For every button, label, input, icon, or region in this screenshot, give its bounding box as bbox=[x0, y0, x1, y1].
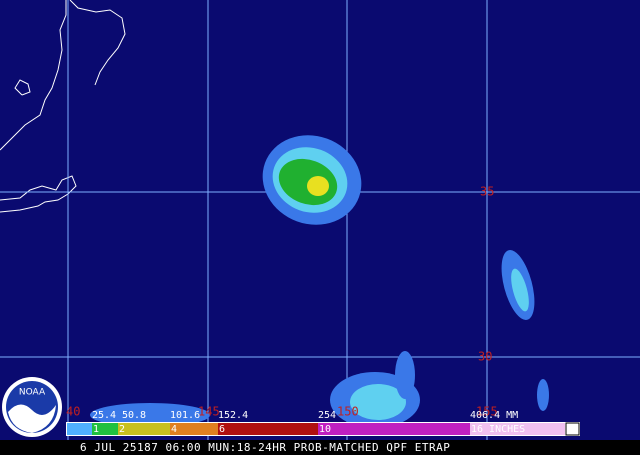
colorbar-inch-label: 6 bbox=[219, 424, 225, 435]
color-swatch bbox=[565, 422, 580, 436]
color-swatch bbox=[67, 423, 92, 435]
precip-area bbox=[307, 176, 329, 196]
precip-area bbox=[395, 351, 415, 399]
latitude-label: 35 bbox=[480, 185, 494, 199]
colorbar-mm-label: 254 bbox=[318, 410, 336, 421]
colorbar bbox=[66, 422, 580, 436]
color-swatch bbox=[92, 423, 118, 435]
colorbar-mm-label: 406.4 MM bbox=[470, 410, 518, 421]
noaa-logo: NOAA bbox=[2, 377, 62, 437]
longitude-label: 40 bbox=[66, 405, 80, 419]
colorbar-inch-label: 10 bbox=[319, 424, 331, 435]
longitude-label: 145 bbox=[198, 405, 220, 419]
color-swatch bbox=[118, 423, 170, 435]
colorbar-inch-label: 2 bbox=[119, 424, 125, 435]
coastline bbox=[0, 0, 126, 213]
longitude-label: 155 bbox=[476, 405, 498, 419]
color-swatch bbox=[470, 423, 565, 435]
colorbar-inch-label: 1 bbox=[93, 424, 99, 435]
colorbar-mm-label: 152.4 bbox=[218, 410, 248, 421]
graticule bbox=[0, 0, 640, 440]
longitude-label: 150 bbox=[337, 405, 359, 419]
logo-text: NOAA bbox=[19, 388, 46, 398]
precip-area bbox=[350, 384, 406, 420]
precip-area bbox=[90, 403, 210, 427]
precip-area bbox=[511, 268, 529, 312]
caption-bar bbox=[0, 440, 640, 455]
caption: 6 JUL 25187 06:00 MUN:18-24HR PROB-MATCH… bbox=[80, 441, 450, 454]
precipitation bbox=[90, 135, 549, 428]
color-swatch bbox=[318, 423, 470, 435]
colorbar-inch-label: 4 bbox=[171, 424, 177, 435]
colorbar-mm-label: 25.4 bbox=[92, 410, 116, 421]
color-swatch bbox=[170, 423, 218, 435]
colorbar-mm-label: 50.8 bbox=[122, 410, 146, 421]
logo-wave bbox=[8, 404, 56, 433]
latitude-label: 30 bbox=[478, 350, 492, 364]
precip-area bbox=[537, 379, 549, 411]
colorbar-inch-label: 16 INCHES bbox=[471, 424, 525, 435]
color-swatch bbox=[218, 423, 318, 435]
colorbar-mm-label: 101.6 bbox=[170, 410, 200, 421]
